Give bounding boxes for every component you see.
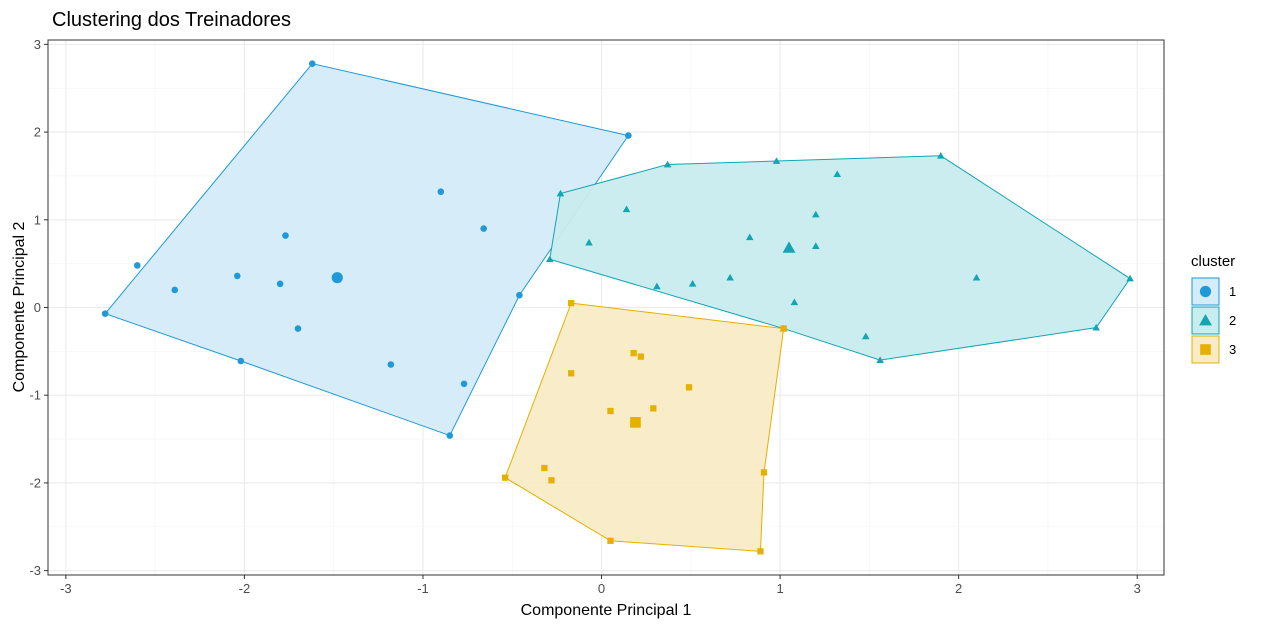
x-tick-label: 3 — [1134, 581, 1141, 596]
cluster-3-hull — [504, 302, 785, 552]
cluster-3-point — [760, 469, 768, 476]
cluster-1-point — [233, 272, 241, 280]
cluster-1-centroid — [331, 272, 343, 284]
x-tick-label: 0 — [598, 581, 605, 596]
cluster-1-point — [133, 262, 141, 269]
cluster-2-point — [653, 282, 661, 290]
data-points — [101, 60, 1134, 555]
cluster-3-centroid — [630, 417, 641, 428]
cluster-hulls — [104, 63, 1131, 552]
legend-label-2: 2 — [1229, 313, 1236, 328]
cluster-1-point — [282, 232, 289, 239]
cluster-2-point — [862, 332, 870, 340]
y-tick-label: 3 — [34, 37, 41, 52]
cluster-1-point — [387, 361, 395, 368]
cluster-2-point — [937, 151, 945, 159]
cluster-2-point — [745, 233, 754, 241]
cluster-2-point — [812, 210, 820, 218]
legend: cluster 1 2 3 — [1191, 253, 1236, 364]
cluster-1-point — [294, 325, 302, 332]
cluster-2-point — [833, 170, 842, 178]
cluster-1-point — [625, 132, 632, 139]
cluster-3-point — [637, 353, 644, 360]
cluster-2-point — [545, 255, 554, 263]
cluster-1-point — [460, 380, 468, 388]
cluster-2-point — [585, 238, 593, 246]
cluster-1-point — [437, 188, 445, 196]
cluster-2-point — [1126, 274, 1134, 282]
y-tick-label: -2 — [29, 475, 41, 490]
y-axis-title: Componente Principal 2 — [11, 222, 28, 393]
legend-title: cluster — [1191, 253, 1235, 270]
y-tick-label: -1 — [29, 388, 41, 403]
cluster-1-point — [276, 280, 284, 288]
cluster-3-point — [780, 325, 787, 332]
x-axis-title: Componente Principal 1 — [521, 602, 692, 619]
y-tick-label: 0 — [34, 300, 41, 315]
cluster-2-point — [1092, 323, 1100, 331]
legend-key-2-symbol — [1199, 314, 1212, 326]
cluster-2-point — [772, 157, 781, 164]
cluster-2-point — [688, 280, 697, 287]
cluster-1-point — [446, 432, 454, 439]
cluster-1-point — [171, 286, 179, 294]
axis-ticks: -3 -2 -1 0 1 2 3 -3 -2 -1 0 1 2 3 — [29, 37, 1140, 596]
x-tick-label: -2 — [239, 581, 251, 596]
y-tick-label: 2 — [34, 125, 41, 140]
chart-title: Clustering dos Treinadores — [52, 9, 291, 31]
legend-label-3: 3 — [1229, 342, 1236, 357]
cluster-3-point — [501, 474, 509, 481]
cluster-2-hull — [549, 155, 1131, 361]
cluster-2-point — [556, 189, 565, 197]
legend-key-3-symbol — [1200, 344, 1211, 355]
y-tick-label: 1 — [34, 212, 41, 227]
cluster-3-point — [548, 477, 555, 484]
cluster-1-point — [516, 291, 523, 299]
cluster-2-point — [812, 242, 820, 249]
cluster-2-centroid — [782, 241, 796, 253]
cluster-3-point — [650, 405, 657, 412]
cluster-2-point — [790, 298, 799, 306]
cluster-1-point — [237, 357, 245, 365]
cluster-3-point — [568, 299, 575, 307]
x-tick-label: -1 — [417, 581, 429, 596]
cluster-1-point — [480, 225, 487, 232]
legend-label-1: 1 — [1229, 284, 1236, 299]
cluster-2-point — [726, 273, 734, 281]
x-tick-label: 1 — [776, 581, 783, 596]
cluster-3-point — [685, 384, 693, 391]
cluster-1-point — [308, 60, 316, 67]
cluster-3-point — [568, 370, 575, 377]
cluster-2-point — [972, 273, 981, 281]
cluster-2-point — [622, 205, 631, 213]
legend-key-1-symbol — [1199, 285, 1212, 298]
cluster-3-point — [541, 464, 548, 472]
y-tick-label: -3 — [29, 563, 41, 578]
x-tick-label: 2 — [955, 581, 962, 596]
cluster-1-point — [101, 310, 109, 317]
cluster-3-point — [630, 349, 637, 357]
x-tick-label: -3 — [60, 581, 72, 596]
cluster-2-point — [663, 160, 672, 168]
cluster-3-point — [607, 407, 614, 415]
cluster-3-point — [757, 548, 764, 555]
cluster-2-point — [876, 356, 884, 363]
cluster-3-point — [607, 537, 614, 544]
